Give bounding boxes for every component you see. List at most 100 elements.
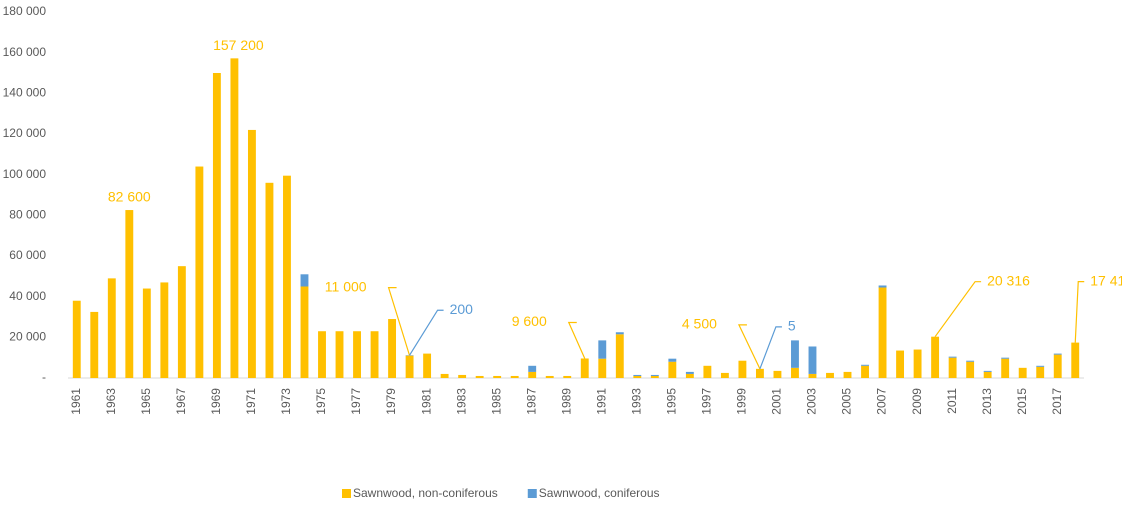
bar (913, 349, 922, 378)
bar (633, 374, 642, 376)
bar (650, 375, 659, 378)
bar (685, 373, 694, 378)
x-tick-label: 1965 (139, 388, 153, 415)
bar (493, 375, 502, 378)
x-tick-label: 1987 (524, 388, 538, 415)
bar (90, 311, 99, 378)
bar (335, 331, 344, 378)
bar (668, 361, 677, 378)
bar (563, 375, 572, 378)
leader-line (567, 321, 586, 359)
legend-label: Sawnwood, non-coniferous (353, 486, 498, 500)
bar (878, 287, 887, 378)
x-tick-label: 2003 (805, 388, 819, 415)
bar (72, 300, 81, 378)
bar (633, 375, 642, 378)
x-tick-label: 1963 (104, 388, 118, 415)
bar (755, 368, 764, 378)
bar (773, 370, 782, 378)
bar (458, 374, 467, 378)
legend-swatch (527, 489, 537, 498)
bar (510, 375, 519, 378)
bar (720, 372, 729, 378)
bar (738, 360, 747, 378)
bar (983, 371, 992, 378)
data-label: 4 500 (682, 316, 717, 332)
leader-line (759, 326, 782, 370)
x-tick-label: 1991 (594, 388, 608, 415)
data-label: 20 316 (987, 272, 1030, 288)
bar (475, 375, 484, 378)
bar (300, 286, 309, 378)
bar (808, 373, 817, 378)
bar (598, 340, 607, 359)
bar (966, 360, 975, 362)
x-tick-label: 2009 (910, 388, 924, 415)
x-tick-label: 1981 (419, 388, 433, 415)
x-tick-label: 1967 (174, 388, 188, 415)
bar (212, 73, 221, 378)
bar (826, 372, 834, 378)
bar (440, 373, 449, 378)
bar (983, 370, 992, 372)
x-tick-label: 1995 (665, 388, 679, 415)
x-tick-label: 1999 (735, 388, 749, 415)
y-tick-label: 160 000 (3, 45, 47, 59)
bar (160, 282, 169, 378)
bar (703, 365, 712, 378)
bar (247, 129, 256, 378)
bar (353, 331, 361, 378)
bar (230, 58, 239, 379)
data-label: 9 600 (512, 313, 547, 329)
bar (615, 334, 624, 378)
y-tick-label: 20 000 (9, 330, 46, 344)
x-tick-label: 1979 (384, 388, 398, 415)
y-tick-label: 60 000 (9, 248, 46, 262)
bar (125, 210, 134, 378)
x-tick-label: 1989 (559, 388, 573, 415)
bar (861, 365, 869, 378)
bar (142, 288, 151, 378)
x-tick-label: 2005 (840, 388, 854, 415)
bar (791, 367, 799, 378)
bar (405, 355, 414, 378)
data-label: 5 (788, 318, 796, 334)
x-tick-label: 1993 (629, 388, 643, 415)
data-label: 157 200 (213, 37, 264, 53)
x-tick-label: 2007 (875, 388, 889, 415)
x-tick-label: 1975 (314, 388, 328, 415)
bar (878, 285, 887, 288)
bar (896, 350, 905, 378)
x-tick-label: 2013 (980, 388, 994, 415)
data-label: 11 000 (325, 278, 367, 294)
data-label: 200 (450, 301, 474, 317)
bar (1001, 357, 1010, 359)
bar (966, 361, 975, 378)
leader-line (409, 309, 444, 356)
bar (283, 175, 291, 378)
x-tick-label: 1961 (69, 388, 83, 415)
bar (423, 353, 432, 378)
bar (300, 274, 309, 287)
x-tick-label: 1985 (489, 388, 503, 415)
x-tick-label: 2011 (945, 388, 959, 414)
bar (1001, 358, 1010, 378)
x-tick-label: 1969 (209, 388, 223, 415)
bar (598, 358, 607, 378)
y-tick-label: 140 000 (3, 86, 47, 100)
x-tick-label: 1977 (349, 388, 363, 415)
bar (177, 266, 186, 378)
bar (528, 371, 537, 378)
leader-line (934, 281, 982, 338)
bar (107, 278, 116, 378)
y-tick-label: 100 000 (3, 167, 47, 181)
data-label: 82 600 (108, 189, 151, 205)
y-tick-label: 180 000 (3, 4, 47, 18)
bar (528, 365, 537, 372)
x-tick-label: 1971 (244, 388, 258, 415)
bar (265, 182, 274, 378)
x-tick-label: 1997 (700, 388, 714, 415)
bar (580, 358, 589, 378)
bar (791, 340, 799, 368)
bar (948, 357, 957, 378)
